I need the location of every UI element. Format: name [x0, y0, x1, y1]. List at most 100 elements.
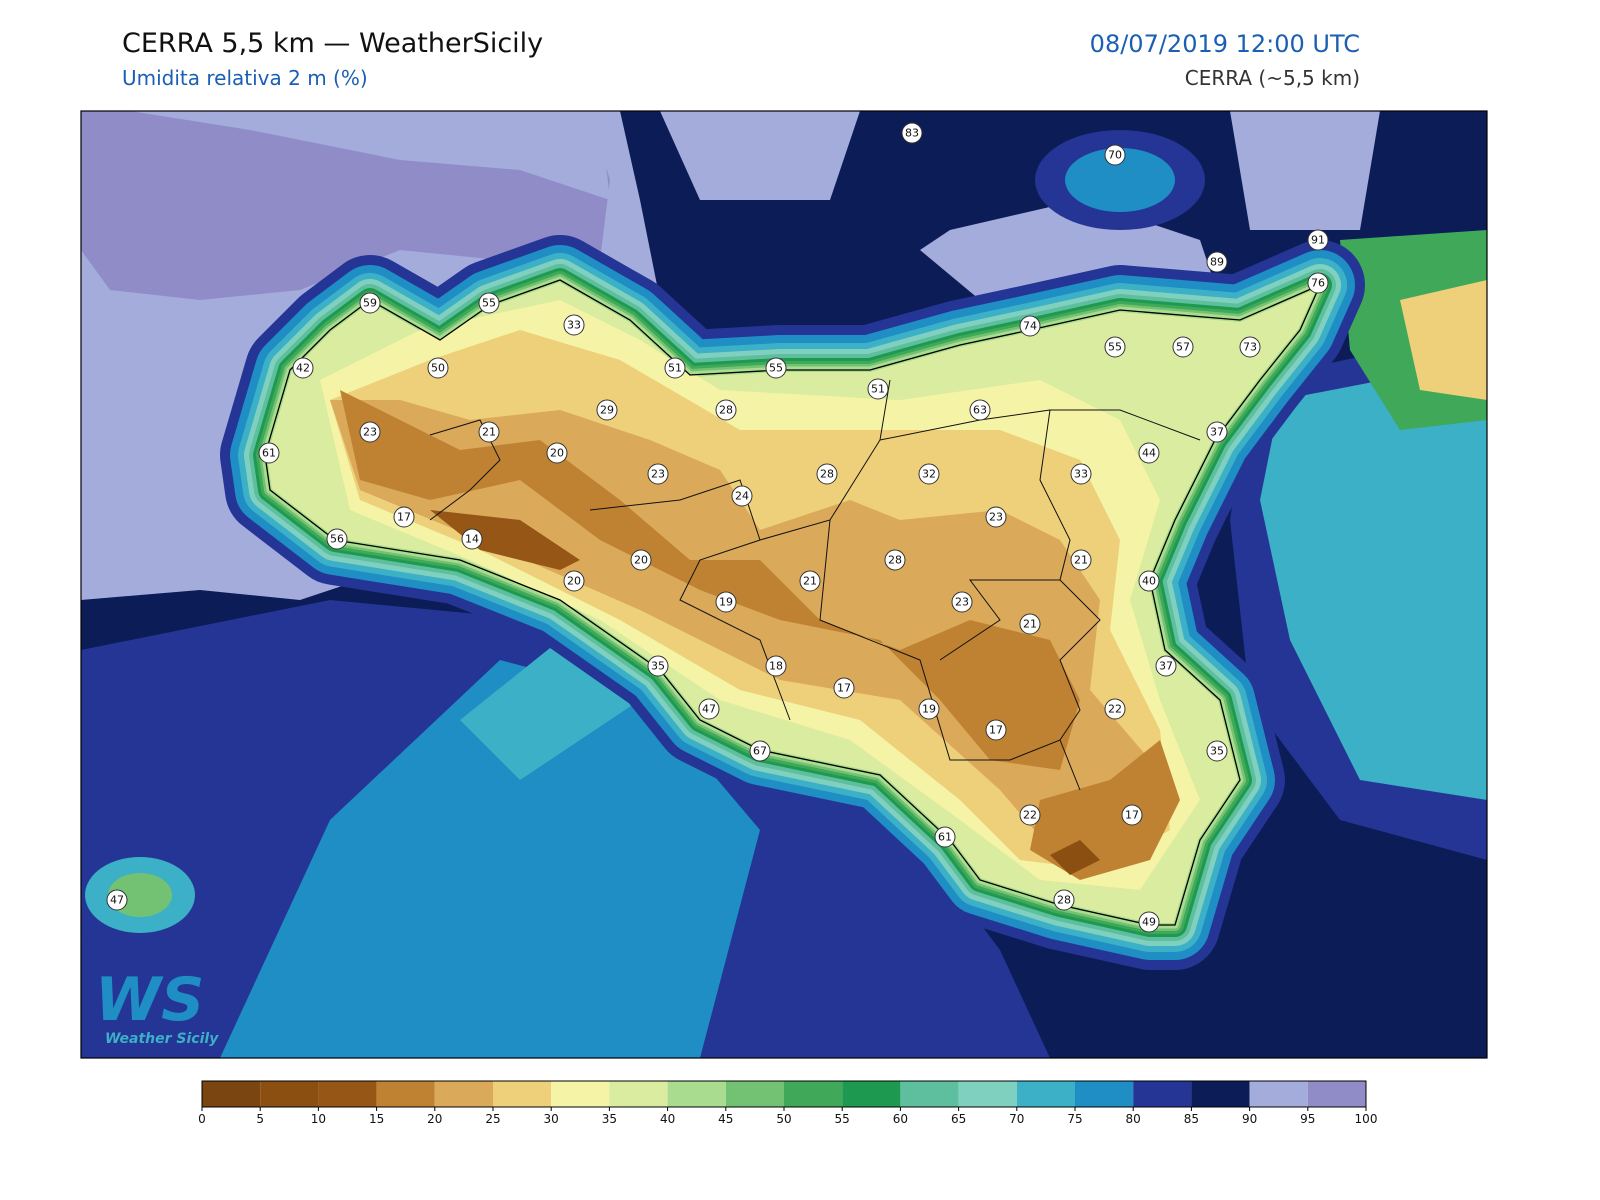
- station-marker: [1138, 911, 1160, 933]
- station-value: 18: [769, 660, 783, 673]
- station-marker: [715, 399, 737, 421]
- station-marker: [258, 442, 280, 464]
- station-value: 28: [1057, 894, 1071, 907]
- colorbar-tick-label: 75: [1067, 1112, 1082, 1126]
- station-marker: [1172, 336, 1194, 358]
- station-value: 56: [330, 533, 344, 546]
- colorbar-tick-label: 45: [718, 1112, 733, 1126]
- logo: WS Weather Sicily: [95, 965, 219, 1047]
- station-marker: [698, 698, 720, 720]
- station-marker: [1206, 251, 1228, 273]
- station-value: 49: [1142, 916, 1156, 929]
- valid-time: 08/07/2019 12:00 UTC: [1090, 30, 1360, 58]
- station-marker: [1121, 804, 1143, 826]
- colorbar-swatch: [1133, 1081, 1192, 1107]
- station-value: 55: [482, 297, 496, 310]
- island-halo: [1065, 148, 1175, 212]
- station-marker: [1019, 315, 1041, 337]
- station-value: 20: [567, 575, 581, 588]
- colorbar-swatch: [376, 1081, 435, 1107]
- station-value: 37: [1159, 660, 1173, 673]
- station-marker: [1155, 655, 1177, 677]
- province-border: [1059, 579, 1101, 741]
- station-value: 47: [110, 894, 124, 907]
- station-value: 21: [803, 575, 817, 588]
- colorbar-swatch: [1191, 1081, 1250, 1107]
- humid-region: [1230, 111, 1380, 230]
- colorbar-tick-label: 10: [311, 1112, 326, 1126]
- station-marker: [563, 314, 585, 336]
- station-value: 91: [1311, 234, 1325, 247]
- station-marker: [1070, 463, 1092, 485]
- station-value: 51: [871, 383, 885, 396]
- station-value: 23: [989, 511, 1003, 524]
- station-value: 28: [820, 468, 834, 481]
- colorbar-tick-label: 20: [427, 1112, 442, 1126]
- station-value: 37: [1210, 426, 1224, 439]
- station-marker: [461, 528, 483, 550]
- colorbar-tick-label: 30: [544, 1112, 559, 1126]
- colorbar-tick-label: 5: [256, 1112, 264, 1126]
- station-marker: [359, 421, 381, 443]
- station-marker: [478, 421, 500, 443]
- colorbar-swatch: [725, 1081, 784, 1107]
- station-marker: [918, 463, 940, 485]
- province-border: [1050, 409, 1201, 441]
- humidity-contour: [430, 510, 580, 570]
- map-area: 83 70 91 89 76 59 55 33 74 55 57 73 42 50 51 55 51 29 28 63…: [81, 111, 1487, 1058]
- colorbar-tick-label: 65: [951, 1112, 966, 1126]
- colorbar-swatch: [434, 1081, 493, 1107]
- station-marker: [985, 506, 1007, 528]
- province-border: [589, 479, 791, 721]
- station-value: 59: [363, 297, 377, 310]
- humid-region: [660, 111, 860, 200]
- station-value: 21: [482, 426, 496, 439]
- station-marker: [867, 378, 889, 400]
- station-value: 74: [1023, 320, 1037, 333]
- station-marker: [647, 463, 669, 485]
- colorbar-tick-label: 50: [776, 1112, 791, 1126]
- station-marker: [934, 826, 956, 848]
- land-region: [1400, 280, 1487, 400]
- colorbar-tick-label: 90: [1242, 1112, 1257, 1126]
- station-value: 73: [1243, 341, 1257, 354]
- colorbar-swatch: [900, 1081, 959, 1107]
- station-value: 83: [905, 127, 919, 140]
- humid-region: [130, 111, 610, 200]
- station-marker: [1019, 804, 1041, 826]
- colorbar-swatch: [1075, 1081, 1134, 1107]
- colorbar-swatch: [202, 1081, 261, 1107]
- station-value: 23: [651, 468, 665, 481]
- station-value: 19: [922, 703, 936, 716]
- station-labels: 83 70 91 89 76 59 55 33 74 55 57 73 42 50 51 55 51 29 28 63…: [106, 122, 1329, 933]
- colorbar-tick-label: 25: [485, 1112, 500, 1126]
- colorbar-tick-label: 70: [1009, 1112, 1024, 1126]
- map-frame: [80, 110, 1488, 1059]
- station-value: 33: [567, 319, 581, 332]
- colorbar-swatch: [958, 1081, 1017, 1107]
- colorbar-tick-label: 60: [893, 1112, 908, 1126]
- colorbar-swatch: [493, 1081, 552, 1107]
- station-marker: [546, 442, 568, 464]
- station-value: 21: [1074, 554, 1088, 567]
- station-marker: [664, 357, 686, 379]
- station-marker: [985, 719, 1007, 741]
- colorbar-tick-label: 55: [835, 1112, 850, 1126]
- station-marker: [1307, 229, 1329, 251]
- station-value: 50: [431, 362, 445, 375]
- station-marker: [1206, 740, 1228, 762]
- station-marker: [765, 357, 787, 379]
- colorbar-tick-label: 15: [369, 1112, 384, 1126]
- station-marker: [951, 591, 973, 613]
- station-marker: [1053, 889, 1075, 911]
- map-subtitle: Umidita relativa 2 m (%): [122, 66, 368, 90]
- station-marker: [731, 485, 753, 507]
- colorbar-swatch: [1307, 1081, 1366, 1107]
- station-marker: [1239, 336, 1261, 358]
- station-marker: [816, 463, 838, 485]
- humidity-contour: [340, 390, 1080, 770]
- colorbar-swatch: [1249, 1081, 1308, 1107]
